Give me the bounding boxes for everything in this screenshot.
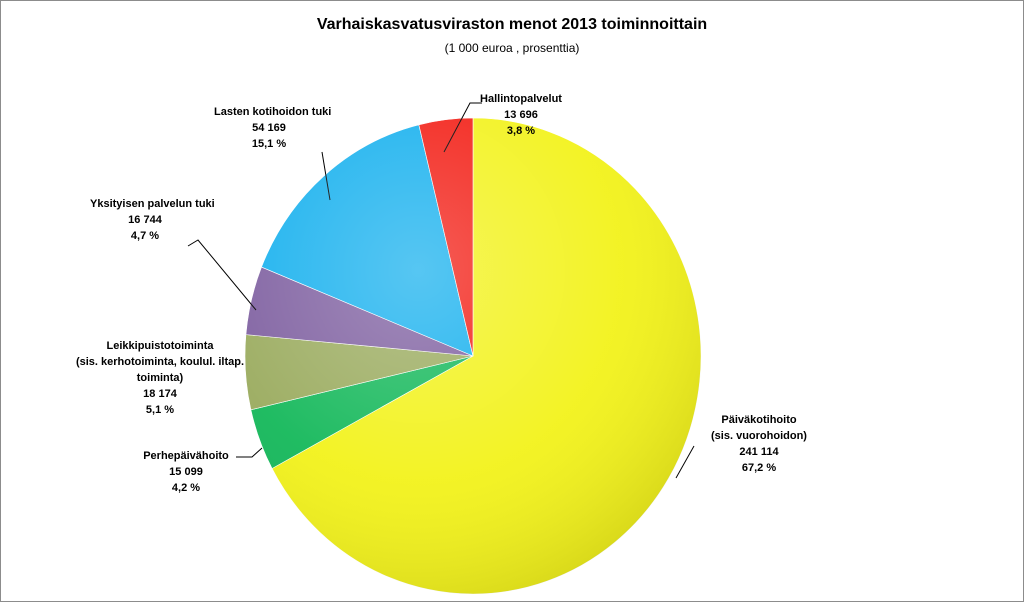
slice-label-perhepaivahoito: Perhepäivähoito 15 099 4,2 % xyxy=(126,448,246,496)
slice-value: 18 174 xyxy=(143,388,177,400)
slice-name-line: (sis. vuorohoidon) xyxy=(711,430,807,442)
chart-subtitle: (1 000 euroa , prosenttia) xyxy=(444,41,580,55)
slice-percent: 4,2 % xyxy=(171,482,201,494)
slice-percent: 67,2 % xyxy=(741,462,777,474)
slice-name-line: toiminta) xyxy=(136,372,184,384)
slice-label-paivakotihoito: Päiväkotihoito (sis. vuorohoidon) 241 114 6… xyxy=(694,412,824,476)
slice-percent: 15,1 % xyxy=(251,138,287,150)
slice-value: 54 169 xyxy=(252,122,286,134)
slice-label-hallinto: Hallintopalvelut 13 696 3,8 % xyxy=(466,91,576,139)
slice-value: 13 696 xyxy=(504,109,538,121)
slice-name-line: Päiväkotihoito xyxy=(721,414,797,426)
leader-line-yksityisen xyxy=(187,239,257,311)
slice-value: 241 114 xyxy=(739,446,779,458)
slice-name-line: (sis. kerhotoiminta, koulul. iltap. xyxy=(75,356,245,368)
slice-value: 15 099 xyxy=(169,466,203,478)
slice-name-line: Perhepäivähoito xyxy=(143,450,229,462)
slice-percent: 4,7 % xyxy=(130,230,160,242)
slice-percent: 3,8 % xyxy=(506,125,536,137)
slice-label-lasten-kotihoidon: Lasten kotihoidon tuki 54 169 15,1 % xyxy=(214,104,332,152)
slice-label-yksityisen: Yksityisen palvelun tuki 16 744 4,7 % xyxy=(90,196,215,244)
slice-name-line: Hallintopalvelut xyxy=(480,93,562,105)
chart-title: Varhaiskasvatusviraston menot 2013 toimi… xyxy=(316,16,708,33)
slice-value: 16 744 xyxy=(128,214,162,226)
slice-name-line: Yksityisen palvelun tuki xyxy=(90,198,215,210)
slice-percent: 5,1 % xyxy=(145,404,175,416)
slice-name-line: Leikkipuistotoiminta xyxy=(106,340,214,352)
slice-name-line: Lasten kotihoidon tuki xyxy=(214,106,332,118)
slice-label-leikkipuisto: Leikkipuistotoiminta (sis. kerhotoiminta,… xyxy=(40,338,280,418)
